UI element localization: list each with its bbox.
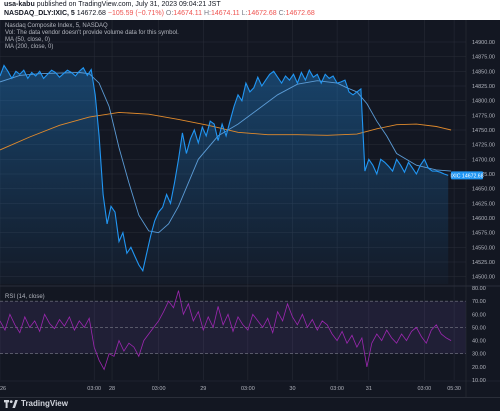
rsi-axis[interactable]: 10.00 20.00 30.00 40.00 50.00 60.00 70.00 80.00: [472, 286, 486, 384]
price-tick-label: 14525.00: [472, 260, 495, 266]
low-value: 14672.68: [247, 10, 277, 17]
price-tick-label: 14800.00: [472, 99, 495, 105]
price-line: [0, 64, 449, 273]
low-label: L:: [241, 10, 248, 17]
price-axis[interactable]: 14500.00 14525.00 14550.00 14575.00 14600.00…: [472, 40, 495, 281]
high-value: 14674.11: [210, 10, 240, 17]
open-label: O:: [165, 10, 174, 17]
legend-rsi: RSI (14, close): [5, 294, 45, 300]
price-tick-label: 14625.00: [472, 201, 495, 207]
legend-ma50: MA (50, close, 0): [5, 37, 51, 43]
snapshot-header: usa-kabu published on TradingView.com, J…: [0, 0, 500, 20]
chart-area[interactable]: 14500.00 14525.00 14550.00 14575.00 14600.00…: [0, 20, 500, 397]
price-tick-label: 14675.00: [472, 172, 495, 178]
publisher-name[interactable]: usa-kabu: [4, 1, 35, 8]
last-price-badge-text: IXIC 14672.68: [450, 173, 483, 179]
price-tick-label: 14600.00: [472, 216, 495, 222]
rsi-tick-label: 50.00: [472, 325, 486, 331]
time-tick-label: 03:00: [241, 386, 255, 392]
time-tick-label: 05:30: [447, 386, 461, 392]
price-tick-label: 14750.00: [472, 128, 495, 134]
time-tick-label: 26: [0, 386, 6, 392]
time-tick-label: 31: [366, 386, 372, 392]
price-tick-label: 14775.00: [472, 113, 495, 119]
time-tick-label: 03:00: [152, 386, 166, 392]
price-tick-label: 14825.00: [472, 84, 495, 90]
legend-title: Nasdaq Composite Index, 5, NASDAQ: [5, 23, 108, 29]
time-tick-label: 28: [109, 386, 115, 392]
rsi-tick-label: 80.00: [472, 286, 486, 292]
time-tick-label: 03:00: [417, 386, 431, 392]
published-text: published on TradingView.com, July 31, 2…: [36, 1, 221, 8]
price-tick-label: 14900.00: [472, 40, 495, 46]
time-tick-label: 30: [289, 386, 295, 392]
ma200-line: [0, 111, 452, 151]
last-price-badge: IXIC 14672.68: [450, 171, 484, 180]
legend-ma200: MA (200, close, 0): [5, 44, 54, 50]
chart-svg[interactable]: 14500.00 14525.00 14550.00 14575.00 14600.00…: [0, 20, 500, 397]
symbol-name: NASDAQ_DLY:IXIC, 5: [4, 10, 75, 17]
price-tick-label: 14650.00: [472, 187, 495, 193]
brand-name: TradingView: [21, 399, 68, 408]
tradingview-logo-icon: [4, 399, 18, 408]
rsi-tick-label: 30.00: [472, 352, 486, 358]
quote-line: NASDAQ_DLY:IXIC, 5 14672.68 −105.59 (−0.…: [4, 10, 315, 18]
price-tick-label: 14875.00: [472, 55, 495, 61]
price-change: −105.59 (−0.71%): [107, 10, 164, 17]
close-label: C:: [278, 10, 286, 17]
price-tick-label: 14550.00: [472, 245, 495, 251]
legend-volume: Vol: The data vendor doesn't provide vol…: [5, 30, 179, 36]
price-area-fill: [0, 65, 449, 284]
rsi-tick-label: 20.00: [472, 365, 486, 371]
snapshot-footer: TradingView: [0, 397, 500, 411]
close-value: 14672.68: [285, 10, 315, 17]
price-tick-label: 14500.00: [472, 275, 495, 281]
time-tick-label: 29: [200, 386, 206, 392]
tradingview-brand[interactable]: TradingView: [4, 398, 68, 410]
rsi-tick-label: 60.00: [472, 312, 486, 318]
time-tick-label: 03:00: [87, 386, 101, 392]
price-tick-label: 14700.00: [472, 157, 495, 163]
rsi-line: [0, 290, 452, 371]
time-tick-label: 03:00: [330, 386, 344, 392]
publisher-line: usa-kabu published on TradingView.com, J…: [4, 1, 221, 9]
rsi-tick-label: 40.00: [472, 339, 486, 345]
time-axis[interactable]: 26 03:00 28 03:00 29 03:00 30 03:00 31 03:00 05:30: [0, 386, 461, 392]
rsi-tick-label: 70.00: [472, 299, 486, 305]
price-tick-label: 14725.00: [472, 143, 495, 149]
rsi-level-lines: [0, 300, 466, 355]
price-tick-label: 14850.00: [472, 69, 495, 75]
high-label: H:: [203, 10, 211, 17]
last-price: 14672.68: [76, 10, 106, 17]
price-tick-label: 14575.00: [472, 231, 495, 237]
open-value: 14674.11: [173, 10, 202, 17]
rsi-tick-label: 10.00: [472, 378, 486, 384]
